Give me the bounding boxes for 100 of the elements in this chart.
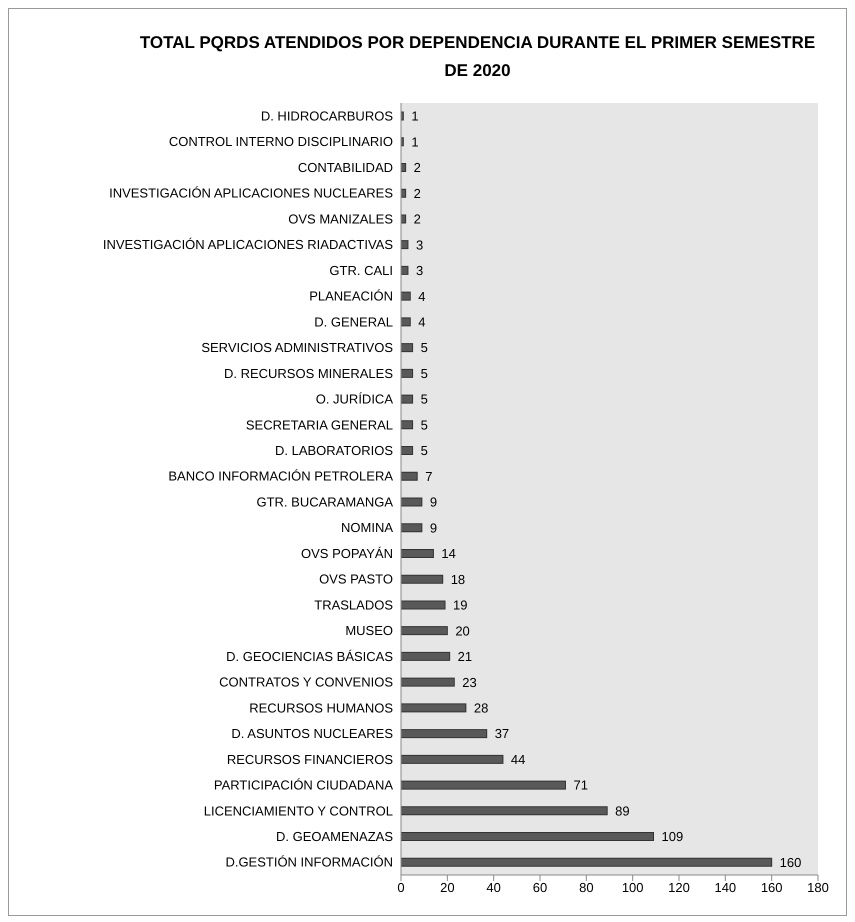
- bar: [401, 548, 434, 558]
- data-label: 4: [418, 314, 426, 330]
- x-tick-label: 120: [668, 880, 690, 896]
- bar: [401, 600, 446, 610]
- data-label: 5: [420, 392, 428, 407]
- data-label: 89: [615, 803, 630, 818]
- y-tick-label: PLANEACIÓN: [309, 288, 393, 304]
- y-tick-label: INVESTIGACIÓN APLICACIONES NUCLEARES: [109, 186, 394, 201]
- data-label: 71: [573, 778, 588, 793]
- y-tick-label: INVESTIGACIÓN APLICACIONES RIADACTIVAS: [102, 237, 394, 252]
- data-label: 160: [780, 854, 802, 870]
- x-tick-label: 0: [397, 880, 405, 896]
- data-label: 5: [420, 417, 428, 432]
- y-tick-label: RECURSOS FINANCIEROS: [226, 752, 394, 767]
- y-tick-label: D. GEOCIENCIAS BÁSICAS: [226, 648, 394, 664]
- x-tick-label: 20: [440, 880, 455, 896]
- y-tick-label: CONTABILIDAD: [298, 160, 393, 175]
- y-tick-label: CONTRATOS Y CONVENIOS: [219, 674, 394, 690]
- y-tick-label: D. GENERAL: [314, 314, 393, 330]
- y-tick-label: MUSEO: [345, 623, 393, 638]
- bar: [401, 112, 404, 121]
- data-label: 28: [474, 700, 488, 716]
- bar: [401, 678, 455, 687]
- y-tick-label: D. RECURSOS MINERALES: [224, 366, 394, 381]
- bar: [401, 343, 414, 352]
- y-tick-label: D. HIDROCARBUROS: [260, 108, 394, 124]
- x-tick-label: 140: [714, 880, 736, 896]
- data-label: 5: [420, 443, 428, 458]
- bar: [401, 858, 772, 867]
- x-tick-label: 100: [622, 880, 644, 896]
- data-label: 3: [416, 237, 424, 252]
- y-tick-label: BANCO INFORMACIÓN PETROLERA: [168, 468, 394, 484]
- y-tick-label: D. LABORATORIOS: [275, 443, 394, 458]
- y-tick-label: SECRETARIA GENERAL: [246, 417, 393, 432]
- data-label: 1: [411, 134, 419, 150]
- y-tick-label: NOMINA: [341, 520, 394, 536]
- bar: [401, 292, 411, 301]
- y-tick-label: GTR. BUCARAMANGA: [256, 494, 394, 510]
- bar: [401, 780, 566, 790]
- x-tick-label: 180: [807, 880, 829, 896]
- y-tick-label: OVS POPAYÁN: [301, 546, 393, 561]
- data-label: 14: [441, 546, 456, 562]
- data-label: 9: [430, 494, 438, 510]
- y-tick-label: SERVICIOS ADMINISTRATIVOS: [201, 340, 394, 356]
- y-tick-label: D. ASUNTOS NUCLEARES: [231, 726, 394, 742]
- y-tick-label: GTR. CALI: [329, 262, 393, 278]
- data-label: 21: [458, 649, 472, 664]
- y-tick-label: RECURSOS HUMANOS: [249, 700, 394, 716]
- chart-title: TOTAL PQRDS ATENDIDOS POR DEPENDENCIA DURANTE EL PRIMER SEMESTRE DE 2020: [138, 32, 816, 82]
- y-tick-label: D.GESTIÓN INFORMACIÓN: [225, 854, 393, 870]
- bar: [401, 806, 608, 816]
- bar: [401, 832, 654, 842]
- data-label: 4: [418, 288, 426, 304]
- data-label: 5: [420, 340, 428, 356]
- data-label: 18: [450, 572, 466, 587]
- y-tick-label: O. JURÍDICA: [316, 392, 394, 407]
- data-label: 37: [494, 726, 510, 742]
- bar: [401, 266, 408, 275]
- bar: [401, 703, 466, 712]
- bar: [401, 214, 406, 224]
- data-label: 23: [462, 674, 477, 690]
- data-label: 19: [453, 598, 468, 613]
- bar: [401, 240, 408, 250]
- bar: [401, 446, 414, 456]
- x-tick-label: 160: [760, 880, 783, 896]
- bar: [401, 652, 450, 661]
- bar: [401, 574, 444, 584]
- data-label: 20: [455, 623, 470, 638]
- bar: [401, 188, 406, 198]
- bar: [401, 162, 406, 172]
- y-tick-label: D. GEOAMENAZAS: [276, 829, 394, 844]
- bar: [401, 317, 411, 326]
- data-label: 9: [430, 520, 438, 536]
- data-label: 2: [414, 160, 421, 176]
- y-tick-label: PARTICIPACIÓN CIUDADANA: [214, 778, 394, 793]
- y-tick-label: CONTROL INTERNO DISCIPLINARIO: [168, 134, 393, 150]
- x-tick-label: 80: [579, 880, 594, 896]
- data-label: 44: [510, 752, 526, 767]
- bar: [401, 498, 422, 507]
- y-tick-label: LICENCIAMIENTO Y CONTROL: [204, 803, 393, 818]
- bar: [401, 368, 414, 378]
- bar: [401, 523, 422, 532]
- x-tick-label: 60: [532, 880, 548, 896]
- bar: [401, 754, 504, 764]
- data-label: 5: [420, 366, 428, 381]
- bar: [401, 137, 404, 146]
- y-tick-label: TRASLADOS: [314, 597, 394, 612]
- bar: [401, 394, 414, 404]
- data-label: 109: [662, 829, 684, 844]
- y-tick-label: OVS MANIZALES: [288, 211, 394, 226]
- bar: [401, 729, 488, 738]
- y-tick-label: OVS PASTO: [319, 572, 393, 587]
- data-label: 2: [414, 186, 421, 201]
- data-label: 3: [416, 263, 424, 278]
- bar: [401, 420, 414, 430]
- bar: [401, 472, 418, 481]
- x-tick-label: 40: [486, 880, 501, 896]
- data-label: 7: [425, 468, 432, 484]
- data-label: 2: [414, 212, 421, 227]
- data-label: 1: [411, 108, 419, 124]
